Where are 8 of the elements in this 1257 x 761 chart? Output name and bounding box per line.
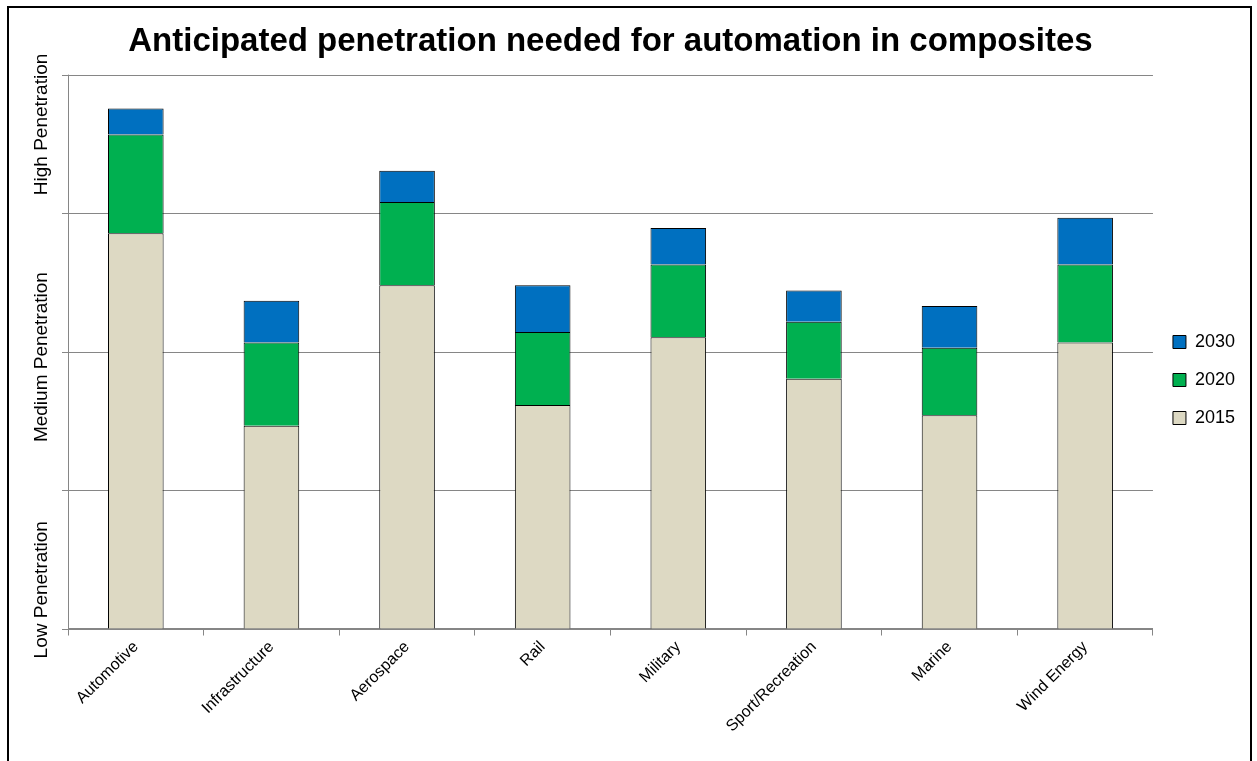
legend-label: 2015 xyxy=(1194,406,1235,427)
x-tick-label: Rail xyxy=(516,637,548,670)
text: Low Penetration xyxy=(30,521,52,659)
legend-label: 2030 xyxy=(1194,330,1235,351)
text: High Penetration xyxy=(30,53,52,196)
legend-label: 2020 xyxy=(1194,368,1235,389)
text: Medium Penetration xyxy=(30,272,52,443)
chart-title: Anticipated penetration needed for automation in composites xyxy=(128,20,1093,58)
